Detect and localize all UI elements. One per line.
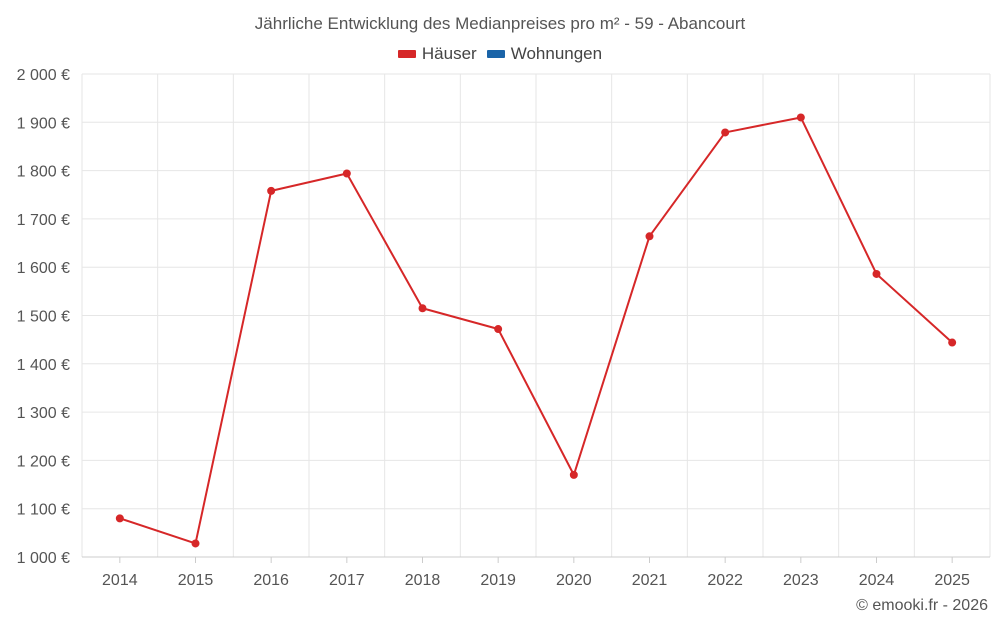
x-tick-label: 2017 [329, 572, 365, 589]
legend: Häuser Wohnungen [0, 44, 1000, 64]
x-tick-label: 2022 [707, 572, 743, 589]
data-point-haeuser [418, 304, 427, 313]
x-tick-label: 2024 [859, 572, 895, 589]
y-tick-label: 1 000 € [17, 550, 70, 567]
data-point-haeuser [267, 186, 276, 195]
data-point-haeuser [645, 232, 654, 241]
x-tick-label: 2021 [632, 572, 668, 589]
data-point-haeuser [948, 338, 957, 347]
y-tick-label: 1 100 € [17, 502, 70, 519]
data-point-haeuser [569, 470, 578, 479]
data-point-haeuser [115, 514, 124, 523]
series-line-haeuser [119, 116, 953, 545]
y-tick-label: 1 500 € [17, 309, 70, 326]
legend-swatch-wohnungen [486, 50, 505, 58]
y-tick-label: 1 600 € [17, 260, 70, 277]
legend-item-haeuser[interactable]: Häuser [397, 44, 477, 64]
legend-label-haeuser: Häuser [421, 44, 477, 63]
y-tick-label: 1 800 € [17, 164, 70, 181]
credit-text: © emooki.fr - 2026 [856, 597, 988, 614]
y-tick-label: 1 300 € [17, 405, 70, 422]
data-point-haeuser [494, 325, 503, 334]
x-tick-label: 2015 [178, 572, 214, 589]
x-tick-label: 2014 [102, 572, 138, 589]
x-tick-label: 2018 [405, 572, 441, 589]
x-tick-label: 2025 [934, 572, 970, 589]
data-point-haeuser [721, 128, 730, 137]
data-point-haeuser [796, 113, 805, 122]
legend-swatch-haeuser [397, 50, 416, 58]
legend-label-wohnungen: Wohnungen [510, 44, 603, 63]
x-tick-label: 2020 [556, 572, 592, 589]
x-tick-label: 2019 [480, 572, 516, 589]
x-tick-label: 2016 [253, 572, 289, 589]
data-point-haeuser [872, 269, 881, 278]
y-tick-label: 1 200 € [17, 453, 70, 470]
x-tick-label: 2023 [783, 572, 819, 589]
legend-item-wohnungen[interactable]: Wohnungen [486, 44, 603, 64]
data-point-haeuser [342, 169, 351, 178]
chart-title: Jährliche Entwicklung des Medianpreises … [254, 14, 746, 33]
y-tick-label: 1 700 € [17, 212, 70, 229]
data-point-haeuser [191, 539, 200, 548]
y-tick-label: 1 400 € [17, 357, 70, 374]
y-tick-label: 1 900 € [17, 115, 70, 132]
y-tick-label: 2 000 € [17, 67, 70, 84]
